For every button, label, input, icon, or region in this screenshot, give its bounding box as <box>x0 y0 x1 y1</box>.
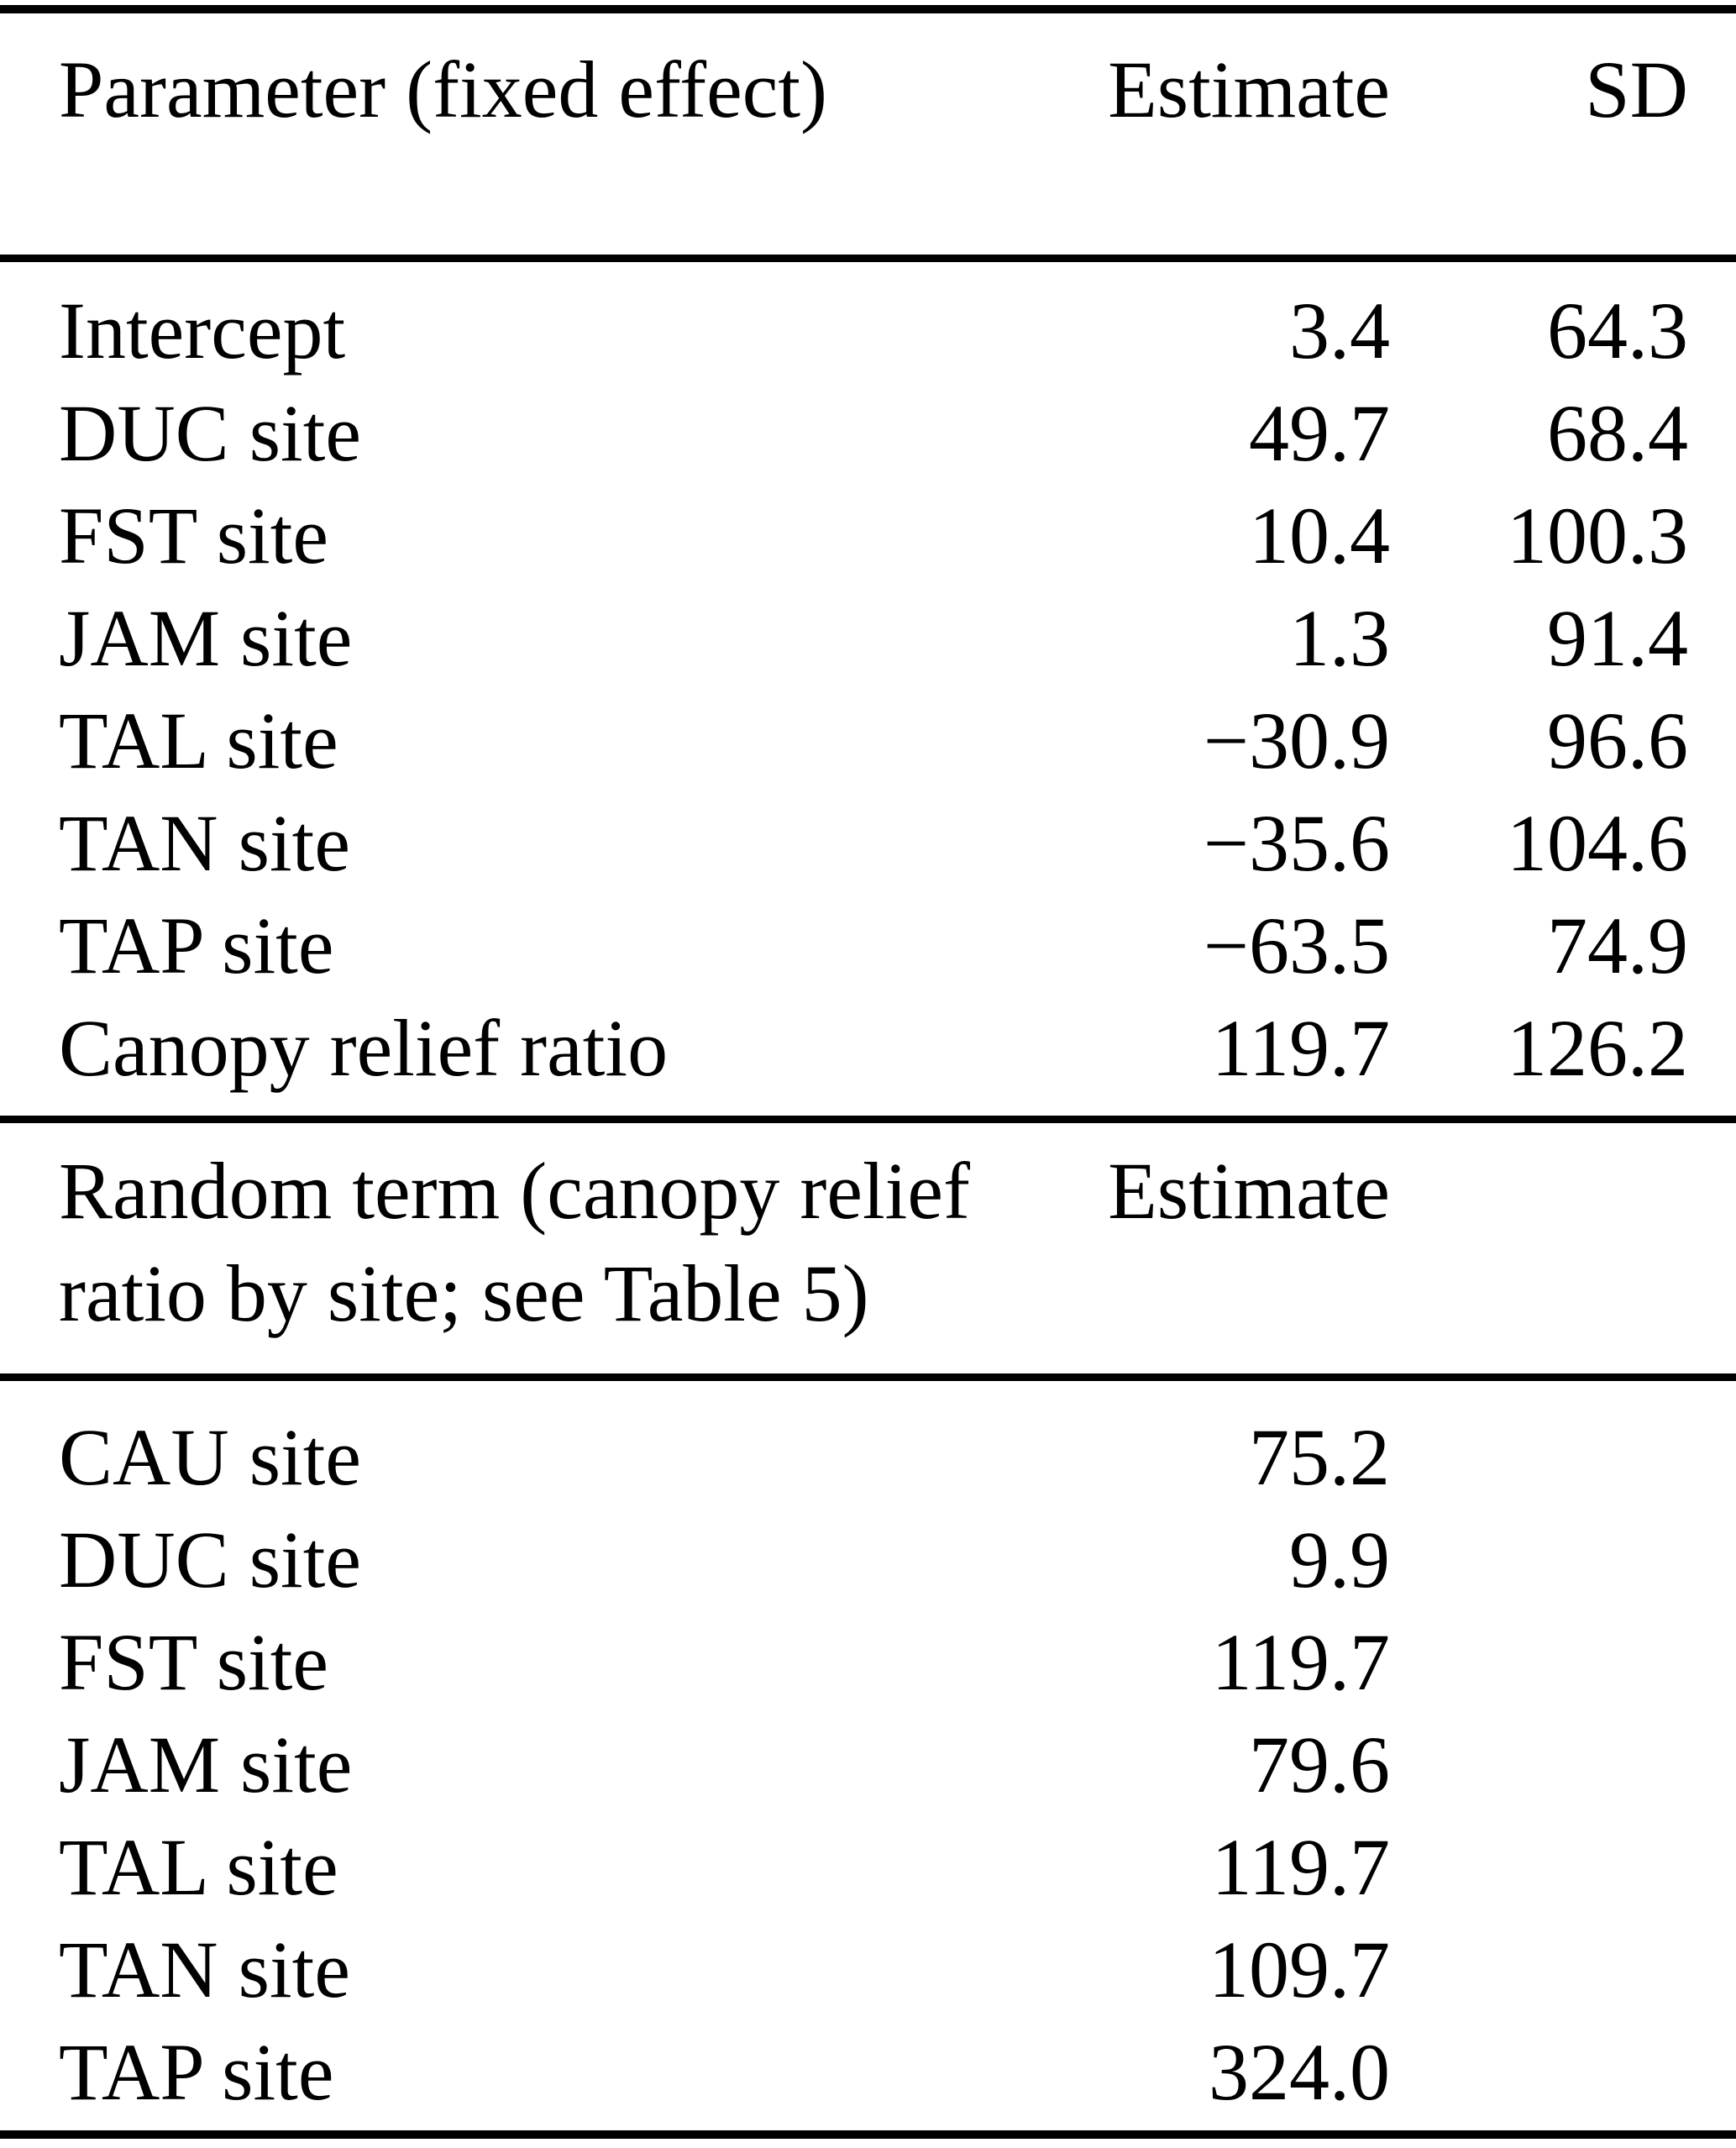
estimate-value: 1.3 <box>1289 593 1390 683</box>
col-header-parameter: Parameter (fixed effect) <box>59 45 827 134</box>
sd-empty <box>1390 1816 1688 1919</box>
param-label: FST site <box>59 1617 328 1707</box>
estimate-value: 49.7 <box>1249 388 1390 478</box>
param-label: TAP site <box>59 2027 334 2117</box>
fixed-effects-header-row: Parameter (fixed effect) Estimate SD <box>0 13 1736 255</box>
param-label: FST site <box>59 491 328 580</box>
sd-empty <box>1390 1509 1688 1611</box>
sd-value: 68.4 <box>1547 388 1688 478</box>
param-label: TAN site <box>59 1925 350 2014</box>
sd-empty <box>1390 1611 1688 1714</box>
param-label: JAM site <box>59 593 353 683</box>
estimate-value: 75.2 <box>1249 1412 1390 1502</box>
col-header-estimate-random: Estimate <box>1108 1146 1390 1236</box>
param-label: DUC site <box>59 388 361 478</box>
sd-value: 64.3 <box>1547 286 1688 376</box>
estimate-value: 109.7 <box>1209 1925 1390 2014</box>
param-label: TAN site <box>59 798 350 888</box>
estimate-value: 79.6 <box>1249 1720 1390 1809</box>
table-bottom-rule <box>0 2130 1736 2139</box>
estimate-value: 3.4 <box>1289 286 1390 376</box>
estimate-value: 119.7 <box>1211 1822 1390 1912</box>
random-terms-rows: CAU site 75.2 DUC site 9.9 FST site 119.… <box>0 1381 1736 2130</box>
param-label: JAM site <box>59 1720 353 1809</box>
sd-value: 74.9 <box>1547 901 1688 990</box>
param-label: DUC site <box>59 1515 361 1604</box>
table-rule <box>0 1116 1736 1123</box>
sd-value: 126.2 <box>1507 1003 1688 1093</box>
sd-empty <box>1390 1714 1688 1816</box>
estimate-value: −35.6 <box>1203 798 1390 888</box>
estimate-value: 324.0 <box>1209 2027 1390 2117</box>
sd-empty <box>1390 1406 1688 1509</box>
table-rule <box>0 255 1736 262</box>
col-header-empty <box>1390 1140 1688 1345</box>
col-header-sd: SD <box>1585 45 1688 134</box>
param-label: CAU site <box>59 1412 361 1502</box>
param-label: TAL site <box>59 1822 338 1912</box>
estimate-value: 9.9 <box>1289 1515 1390 1604</box>
estimate-value: 119.7 <box>1211 1617 1390 1707</box>
param-label: TAP site <box>59 901 334 990</box>
estimate-value: 10.4 <box>1249 491 1390 580</box>
param-label: Canopy relief ratio <box>59 1003 669 1093</box>
sd-empty <box>1390 1919 1688 2021</box>
estimate-value: −63.5 <box>1203 901 1390 990</box>
table-rule <box>0 1373 1736 1381</box>
table-top-rule <box>0 5 1736 13</box>
sd-value: 91.4 <box>1547 593 1688 683</box>
col-header-estimate: Estimate <box>1108 45 1390 134</box>
estimate-value: 119.7 <box>1211 1003 1390 1093</box>
estimate-value: −30.9 <box>1203 696 1390 785</box>
random-term-header-line2: ratio by site; see Table 5) <box>59 1248 869 1338</box>
sd-value: 96.6 <box>1547 696 1688 785</box>
param-label: Intercept <box>59 286 346 376</box>
sd-empty <box>1390 2021 1688 2124</box>
random-terms-header-row: Random term (canopy relief ratio by site… <box>0 1123 1736 1373</box>
param-label: TAL site <box>59 696 338 785</box>
fixed-effects-rows: Intercept 3.4 64.3 DUC site 49.7 68.4 FS… <box>0 262 1736 1116</box>
random-term-header-line1: Random term (canopy relief <box>59 1146 970 1236</box>
sd-value: 100.3 <box>1507 491 1688 580</box>
sd-value: 104.6 <box>1507 798 1688 888</box>
random-term-header: Random term (canopy relief ratio by site… <box>59 1140 1096 1345</box>
